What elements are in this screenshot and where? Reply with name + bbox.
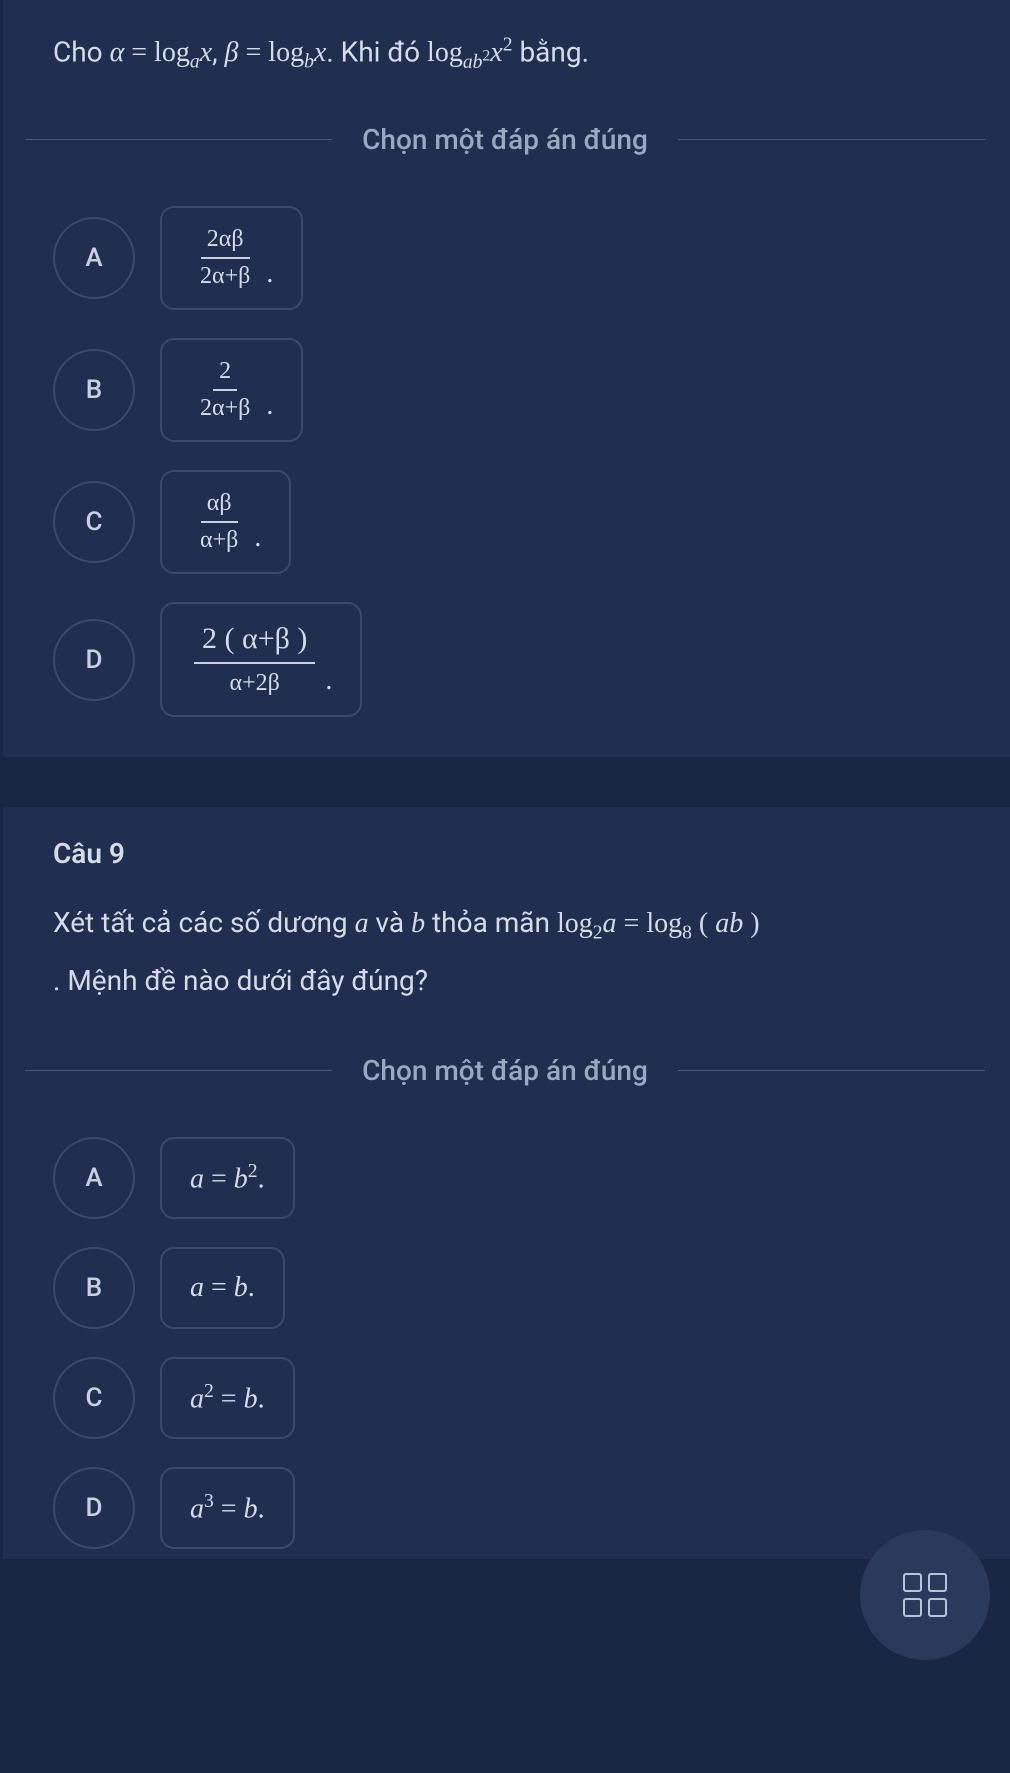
q2-option-a[interactable]: A a = b2. [53, 1137, 985, 1219]
question2-title: Câu 9 [53, 837, 985, 870]
q2-option-box-c[interactable]: a2 = b. [160, 1357, 295, 1439]
q1-option-d[interactable]: D 2 ( α+β ) α+2β . [53, 602, 985, 717]
q2-prefix: Xét tất cả các số dương [53, 906, 355, 939]
q2-log1: log2a [557, 908, 617, 939]
q2-log2: log8 ( ab ) [646, 908, 759, 939]
q2-expr-b: a = b. [190, 1272, 255, 1304]
q1-comma: , [212, 35, 224, 68]
frac-den-b: 2α+β [194, 391, 256, 422]
divider-line-left-2 [25, 1070, 332, 1071]
q1-log-expr: logab2x2 [427, 37, 512, 68]
fraction-a: 2αβ 2α+β [194, 226, 256, 290]
q1-option-c[interactable]: C αβ α+β . [53, 470, 985, 574]
q1-alpha-expr: α = logax [110, 37, 213, 68]
fraction-d: 2 ( α+β ) α+2β [194, 622, 315, 697]
frac-num-b: 2 [213, 358, 237, 391]
frac-den-d: α+2β [222, 664, 288, 697]
q2-option-letter-b[interactable]: B [53, 1247, 135, 1329]
q2-options: A a = b2. B a = b. C a2 = b. [53, 1137, 985, 1549]
divider-row-1: Chọn một đáp án đúng [25, 123, 985, 156]
q2-option-box-a[interactable]: a = b2. [160, 1137, 295, 1219]
option-box-c[interactable]: αβ α+β . [160, 470, 291, 574]
grid-icon [903, 1573, 947, 1617]
q2-mid: thỏa mãn [425, 906, 557, 939]
period-a: . [266, 258, 273, 290]
frac-num-d: 2 ( α+β ) [194, 622, 315, 664]
frac-den-c: α+β [194, 523, 244, 554]
fraction-b: 2 2α+β [194, 358, 256, 422]
option-letter-b[interactable]: B [53, 349, 135, 431]
divider-line-left [25, 139, 332, 140]
question1-prompt: Cho α = logax, β = logbx. Khi đó logab2x… [53, 30, 985, 78]
frac-den-a: 2α+β [194, 259, 256, 290]
q1-options: A 2αβ 2α+β . B 2 2α+β . C [53, 206, 985, 717]
frac-num-c: αβ [201, 490, 238, 523]
option-box-d[interactable]: 2 ( α+β ) α+2β . [160, 602, 362, 717]
q1-mid: . Khi đó [326, 35, 427, 68]
q2-option-d[interactable]: D a3 = b. [53, 1467, 985, 1549]
q2-and: và [369, 906, 411, 939]
question2-prompt: Xét tất cả các số dương a và b thỏa mãn … [53, 895, 985, 1009]
q1-option-a[interactable]: A 2αβ 2α+β . [53, 206, 985, 310]
q2-option-c[interactable]: C a2 = b. [53, 1357, 985, 1439]
divider-line-right-2 [678, 1070, 985, 1071]
option-box-b[interactable]: 2 2α+β . [160, 338, 303, 442]
divider-text-1: Chọn một đáp án đúng [332, 123, 678, 156]
q2-option-letter-c[interactable]: C [53, 1357, 135, 1439]
divider-text-2: Chọn một đáp án đúng [332, 1054, 678, 1087]
q1-prefix: Cho [53, 35, 110, 68]
q2-var-b: b [411, 908, 425, 939]
q2-expr-a: a = b2. [190, 1161, 265, 1195]
option-box-a[interactable]: 2αβ 2α+β . [160, 206, 303, 310]
divider-line-right [678, 139, 985, 140]
q2-option-b[interactable]: B a = b. [53, 1247, 985, 1329]
q1-option-b[interactable]: B 2 2α+β . [53, 338, 985, 442]
q1-log-sub: ab2 [463, 52, 490, 73]
period-d: . [325, 665, 332, 697]
frac-num-a: 2αβ [201, 226, 250, 259]
option-letter-c[interactable]: C [53, 481, 135, 563]
q2-var-a: a [355, 908, 369, 939]
question-block-1: Cho α = logax, β = logbx. Khi đó logab2x… [0, 0, 1010, 757]
option-letter-a[interactable]: A [53, 217, 135, 299]
q2-option-letter-a[interactable]: A [53, 1137, 135, 1219]
question-block-2: Câu 9 Xét tất cả các số dương a và b thỏ… [0, 807, 1010, 1559]
q2-option-box-d[interactable]: a3 = b. [160, 1467, 295, 1549]
fraction-c: αβ α+β [194, 490, 244, 554]
period-c: . [254, 522, 261, 554]
option-letter-d[interactable]: D [53, 619, 135, 701]
q2-line2: . Mệnh đề nào dưới đây đúng? [53, 964, 428, 997]
divider-row-2: Chọn một đáp án đúng [25, 1054, 985, 1087]
q2-expr-d: a3 = b. [190, 1491, 265, 1525]
q2-option-letter-d[interactable]: D [53, 1467, 135, 1549]
q2-option-box-b[interactable]: a = b. [160, 1247, 285, 1329]
q2-expr-c: a2 = b. [190, 1381, 265, 1415]
q2-eq: = [617, 908, 647, 939]
grid-menu-button[interactable] [860, 1530, 990, 1660]
q1-suffix: bằng. [513, 35, 589, 68]
period-b: . [266, 390, 273, 422]
q1-beta-expr: β = logbx [225, 37, 327, 68]
